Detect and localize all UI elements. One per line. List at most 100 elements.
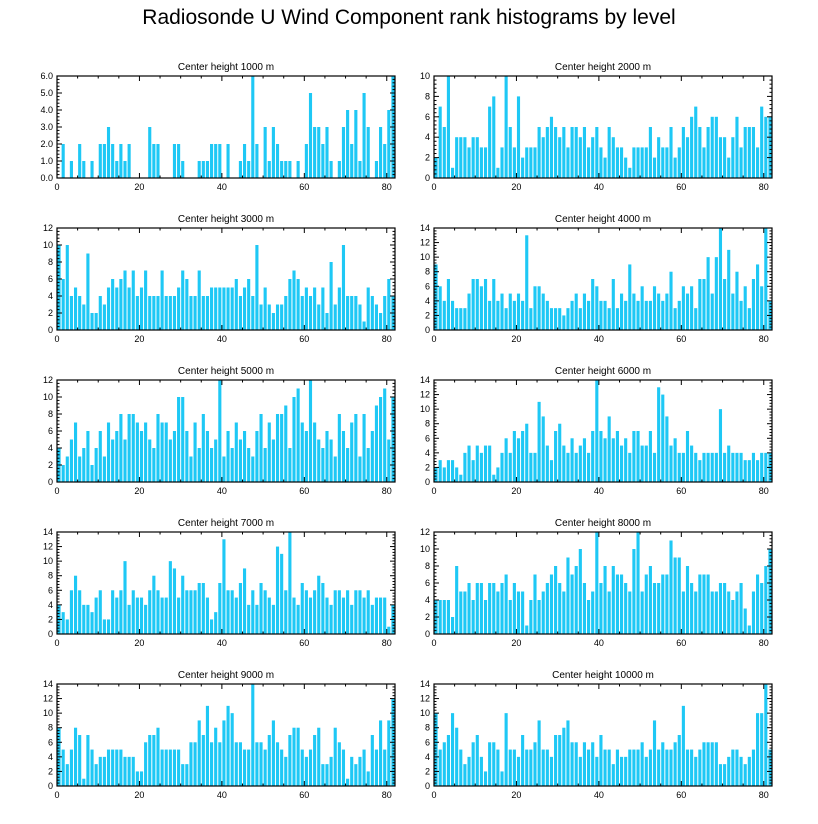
panel-title: Center height 8000 m xyxy=(555,518,651,529)
histogram-bar xyxy=(325,127,329,178)
y-tick-label: 1.0 xyxy=(40,156,53,166)
histogram-bar xyxy=(234,597,238,634)
histogram-bar xyxy=(354,414,358,482)
histogram-bar xyxy=(714,452,718,482)
histogram-bar xyxy=(537,600,541,634)
histogram-bar xyxy=(271,127,275,178)
histogram-bar xyxy=(346,448,350,482)
histogram-bar xyxy=(504,308,508,330)
histogram-bar xyxy=(488,106,492,178)
histogram-bar xyxy=(313,127,317,178)
histogram-bar xyxy=(747,127,751,178)
histogram-bar xyxy=(488,583,492,634)
histogram-bar xyxy=(115,749,119,786)
histogram-bar xyxy=(702,147,706,178)
histogram-bar xyxy=(508,600,512,634)
histogram-bar xyxy=(337,590,341,634)
histogram-bar xyxy=(292,397,296,482)
x-tick-label: 0 xyxy=(431,182,436,192)
histogram-bar xyxy=(201,161,205,178)
histogram-bar xyxy=(370,296,374,330)
histogram-bar xyxy=(69,296,73,330)
histogram-bar xyxy=(164,296,168,330)
histogram-bar xyxy=(127,756,131,786)
histogram-bar xyxy=(450,460,455,482)
histogram-bar xyxy=(280,749,284,786)
histogram-bar xyxy=(570,127,574,178)
histogram-bar xyxy=(251,590,255,634)
histogram-bar xyxy=(607,591,611,634)
histogram-bar xyxy=(747,308,751,330)
histogram-bar xyxy=(317,127,321,178)
histogram-bar xyxy=(512,749,516,786)
histogram-bar xyxy=(106,422,111,482)
histogram-bar xyxy=(529,749,533,786)
histogram-bar xyxy=(185,279,189,330)
histogram-bar xyxy=(284,405,288,482)
histogram-bar xyxy=(632,431,636,482)
histogram-bar xyxy=(152,296,156,330)
histogram-bar xyxy=(644,445,648,482)
histogram-bar xyxy=(284,756,288,786)
panel-title: Center height 7000 m xyxy=(178,518,274,529)
histogram-bar xyxy=(379,127,383,178)
histogram-bar xyxy=(525,147,529,178)
histogram-bar xyxy=(111,439,115,482)
histogram-bar xyxy=(648,431,652,482)
histogram-bar xyxy=(325,764,329,786)
histogram-bar xyxy=(657,387,661,482)
histogram-bar xyxy=(267,597,271,634)
histogram-bar xyxy=(619,147,624,178)
histogram-bar xyxy=(558,735,562,786)
plot-frame xyxy=(433,75,773,179)
histogram-bar xyxy=(554,127,558,178)
histogram-bar xyxy=(193,590,197,634)
x-tick-label: 80 xyxy=(382,486,392,496)
histogram-bar xyxy=(541,749,545,786)
histogram-bar xyxy=(595,532,599,634)
histogram-bar xyxy=(230,590,234,634)
histogram-bar xyxy=(504,574,508,634)
histogram-bar xyxy=(743,764,747,786)
y-tick-label: 3.0 xyxy=(40,122,53,132)
histogram-bar xyxy=(764,566,768,634)
histogram-bar xyxy=(370,431,374,482)
histogram-bar xyxy=(628,452,632,482)
histogram-bar xyxy=(226,590,230,634)
histogram-bar xyxy=(508,452,512,482)
histogram-bar xyxy=(558,583,562,634)
histogram-bar xyxy=(735,749,739,786)
histogram-bar xyxy=(296,727,300,786)
histogram-bar xyxy=(731,293,735,330)
histogram-bar xyxy=(475,583,479,634)
histogram-bar xyxy=(329,439,333,482)
histogram-bar xyxy=(139,431,144,482)
histogram-bar xyxy=(148,735,152,786)
x-tick-label: 60 xyxy=(299,334,309,344)
histogram-bar xyxy=(718,409,723,482)
histogram-bar xyxy=(698,574,702,634)
histogram-bar xyxy=(562,445,566,482)
histogram-bar xyxy=(446,76,450,178)
histogram-bar xyxy=(242,431,247,482)
x-tick-label: 80 xyxy=(759,638,769,648)
histogram-bar xyxy=(516,756,521,786)
histogram-bar xyxy=(644,756,648,786)
histogram-bar xyxy=(521,591,525,634)
histogram-bar xyxy=(735,452,739,482)
histogram-bar xyxy=(723,764,727,786)
histogram-bar xyxy=(619,293,624,330)
histogram-bar xyxy=(90,612,94,634)
histogram-bar xyxy=(455,727,459,786)
histogram-bar xyxy=(619,756,624,786)
histogram-bar xyxy=(275,144,280,178)
y-tick-label: 4 xyxy=(48,600,53,610)
histogram-bar xyxy=(537,286,541,330)
x-tick-label: 20 xyxy=(511,790,521,800)
histogram-bar xyxy=(341,597,346,634)
panel-title: Center height 6000 m xyxy=(555,366,651,377)
histogram-bar xyxy=(222,287,226,330)
histogram-bar xyxy=(350,422,354,482)
histogram-bar xyxy=(714,257,718,330)
